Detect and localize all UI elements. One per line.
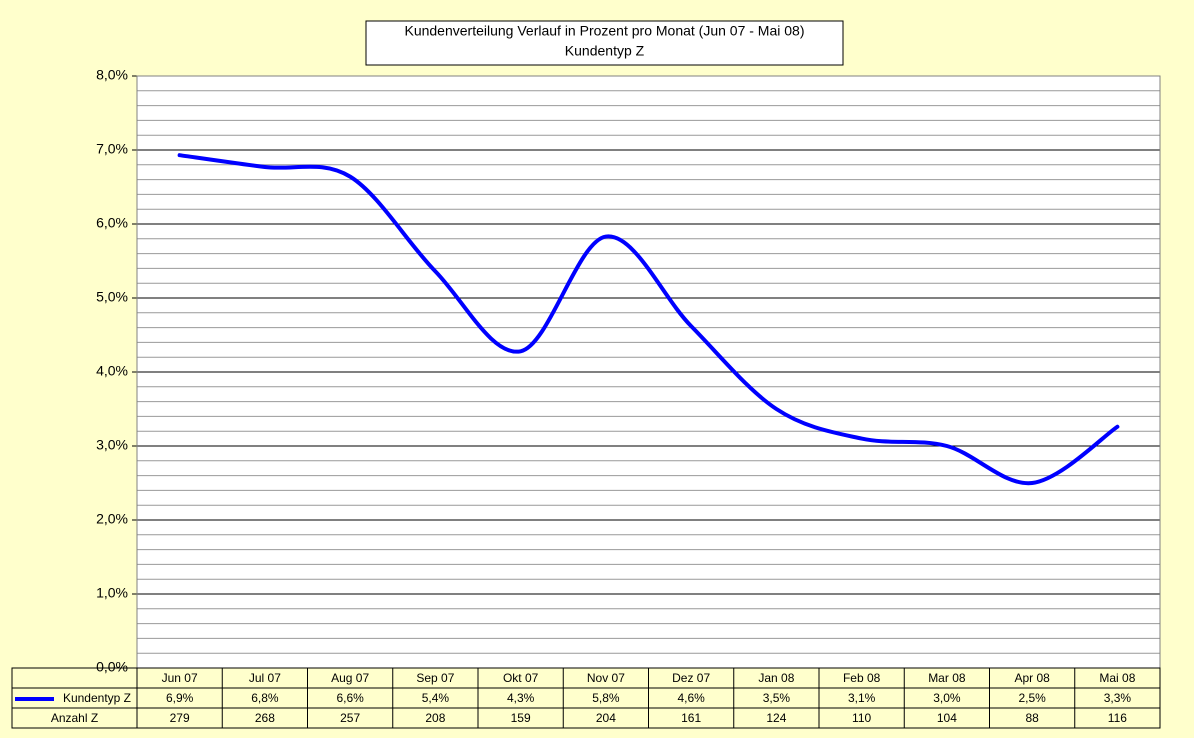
table-value: 5,4% — [422, 691, 450, 705]
y-tick-label: 5,0% — [96, 289, 128, 305]
table-value: 3,3% — [1104, 691, 1132, 705]
y-tick-label: 7,0% — [96, 141, 128, 157]
table-value: 110 — [852, 711, 871, 725]
table-value: 6,8% — [251, 691, 279, 705]
x-tick-label: Jul 07 — [249, 671, 281, 685]
x-tick-label: Mai 08 — [1099, 671, 1135, 685]
x-tick-label: Aug 07 — [331, 671, 369, 685]
table-value: 88 — [1025, 711, 1039, 725]
table-value: 208 — [425, 711, 445, 725]
y-tick-label: 8,0% — [96, 67, 128, 83]
table-value: 204 — [596, 711, 616, 725]
line-series — [177, 153, 1120, 486]
table-value: 159 — [511, 711, 531, 725]
table-value: 3,5% — [763, 691, 791, 705]
chart-subtitle: Kundentyp Z — [565, 43, 645, 59]
chart-title: Kundenverteilung Verlauf in Prozent pro … — [404, 23, 804, 39]
title-box — [365, 20, 844, 66]
table-value: 4,6% — [677, 691, 705, 705]
x-tick-label: Dez 07 — [672, 671, 710, 685]
table-value: 6,6% — [336, 691, 364, 705]
x-tick-label: Nov 07 — [587, 671, 625, 685]
table-value: 124 — [766, 711, 786, 725]
y-tick-label: 0,0% — [96, 659, 128, 675]
x-tick-label: Jan 08 — [758, 671, 794, 685]
x-tick-label: Sep 07 — [416, 671, 454, 685]
table-value: 268 — [255, 711, 275, 725]
y-tick-label: 6,0% — [96, 215, 128, 231]
table-value: 3,1% — [848, 691, 876, 705]
table-value: 3,0% — [933, 691, 961, 705]
x-tick-label: Feb 08 — [843, 671, 881, 685]
table-value: 257 — [340, 711, 360, 725]
table-value: 104 — [937, 711, 957, 725]
y-tick-label: 2,0% — [96, 511, 128, 527]
y-tick-label: 3,0% — [96, 437, 128, 453]
table-value: 2,5% — [1018, 691, 1046, 705]
table-value: 161 — [681, 711, 701, 725]
y-tick-label: 1,0% — [96, 585, 128, 601]
table-row-label: Anzahl Z — [51, 711, 98, 725]
legend-label: Kundentyp Z — [63, 691, 131, 705]
x-tick-label: Mar 08 — [928, 671, 966, 685]
table-value: 279 — [170, 711, 190, 725]
table-value: 4,3% — [507, 691, 535, 705]
table-value: 116 — [1108, 711, 1127, 725]
x-tick-label: Okt 07 — [503, 671, 539, 685]
x-tick-label: Jun 07 — [162, 671, 198, 685]
y-tick-label: 4,0% — [96, 363, 128, 379]
x-tick-label: Apr 08 — [1014, 671, 1050, 685]
table-value: 5,8% — [592, 691, 620, 705]
table-value: 6,9% — [166, 691, 194, 705]
